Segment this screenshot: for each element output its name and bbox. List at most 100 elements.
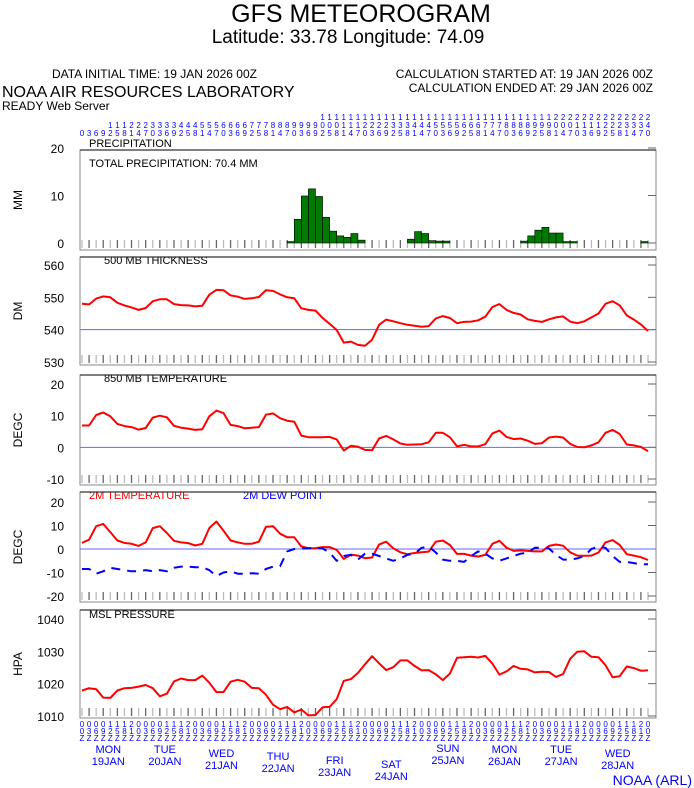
legend-2m-dew: 2M DEW POINT: [243, 490, 324, 502]
precip-bar: [527, 235, 536, 244]
y-axis-label: HPA: [11, 652, 25, 676]
precip-bar: [315, 196, 323, 244]
precip-bar: [414, 231, 422, 244]
precip-bar: [322, 217, 330, 244]
precip-bar: [343, 237, 352, 244]
y-tick-label: 550: [44, 291, 64, 305]
precip-bar: [541, 227, 550, 244]
day-label: WED: [605, 748, 631, 760]
date-label: 26JAN: [488, 756, 521, 768]
day-label: FRI: [326, 755, 344, 767]
precip-bar: [329, 230, 337, 244]
precip-bar: [350, 233, 359, 244]
day-label: TUE: [154, 744, 176, 756]
calc-started: CALCULATION STARTED AT: 19 JAN 2026 00Z: [396, 67, 653, 81]
date-label: 28JAN: [601, 760, 634, 772]
y-tick-label: 20: [51, 142, 65, 156]
precip-bar: [301, 195, 309, 244]
y-tick-label: 530: [44, 356, 64, 370]
precip-bar: [308, 188, 316, 244]
y-tick-label: 0: [57, 543, 64, 557]
y-axis-label: DM: [11, 302, 25, 321]
day-label: THU: [267, 751, 290, 763]
panel-frame: [79, 491, 657, 603]
y-tick-label: 10: [51, 410, 65, 424]
precip-bar: [520, 240, 529, 244]
precip-bar: [555, 232, 564, 244]
y-tick-label: 1030: [37, 645, 64, 659]
temperature-line: [81, 520, 649, 561]
dew-point-line: [82, 545, 648, 577]
t850-title: 850 MB TEMPERATURE: [104, 373, 227, 385]
y-axis-label: MM: [11, 190, 25, 210]
y-tick-label: 0: [57, 237, 64, 251]
thickness-line: [81, 288, 649, 347]
date-label: 22JAN: [262, 763, 295, 775]
precip-bar: [534, 229, 543, 244]
temperature-line: [82, 409, 649, 452]
y-tick-label: -20: [47, 590, 65, 604]
precip-bar: [428, 240, 437, 244]
y-tick-label: -10: [47, 567, 65, 581]
y-tick-label: 1040: [37, 613, 64, 627]
y-tick-label: 1020: [37, 678, 64, 692]
precip-bar: [562, 241, 571, 244]
